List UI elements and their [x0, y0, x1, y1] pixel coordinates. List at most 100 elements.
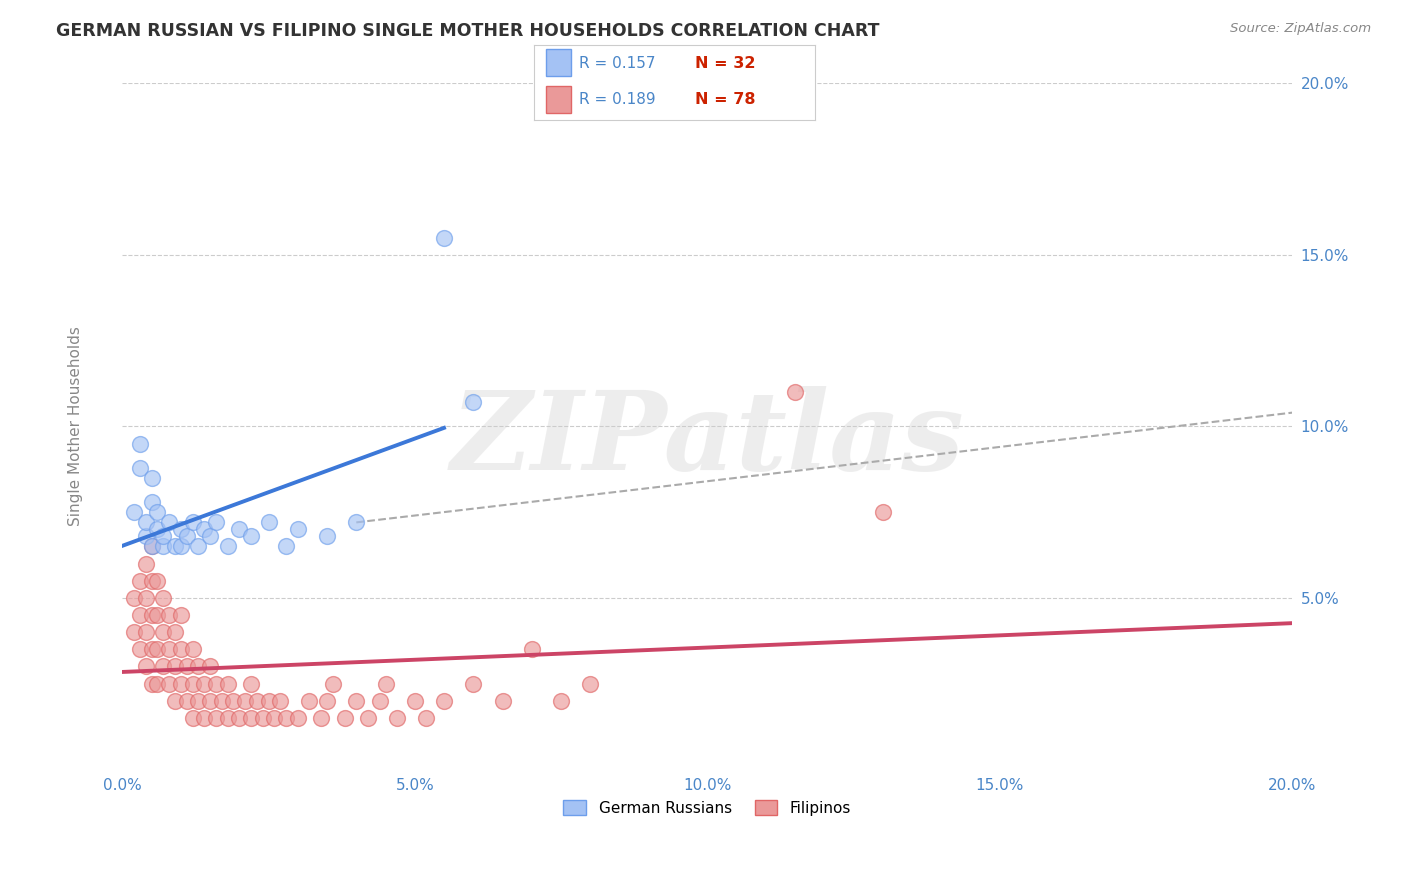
Point [198, 529, 221, 543]
Point [135, 516, 157, 530]
Point [357, 711, 380, 725]
Point [257, 516, 280, 530]
Point [181, 516, 204, 530]
Point [491, 694, 513, 708]
Point [257, 694, 280, 708]
Text: N = 32: N = 32 [695, 56, 755, 71]
Point [233, 694, 256, 708]
Point [141, 495, 163, 509]
Point [122, 505, 145, 519]
Point [146, 522, 169, 536]
Point [872, 505, 894, 519]
Point [141, 540, 163, 554]
Point [433, 231, 456, 245]
Point [146, 607, 169, 622]
Point [287, 522, 309, 536]
Point [128, 574, 150, 588]
Point [309, 711, 332, 725]
Point [152, 659, 174, 673]
Y-axis label: Single Mother Households: Single Mother Households [67, 326, 83, 526]
Point [415, 711, 437, 725]
Point [163, 694, 186, 708]
Point [187, 540, 209, 554]
Point [228, 522, 250, 536]
Point [146, 642, 169, 657]
Point [520, 642, 543, 657]
Point [252, 711, 274, 725]
Point [783, 385, 806, 400]
Point [128, 460, 150, 475]
Point [193, 676, 215, 690]
Point [152, 529, 174, 543]
Text: R = 0.189: R = 0.189 [579, 92, 655, 107]
Point [135, 591, 157, 605]
Point [217, 711, 239, 725]
Point [122, 625, 145, 640]
Point [163, 625, 186, 640]
Point [316, 694, 339, 708]
Point [181, 711, 204, 725]
Point [298, 694, 321, 708]
Point [181, 676, 204, 690]
Point [368, 694, 391, 708]
Point [163, 659, 186, 673]
Point [198, 694, 221, 708]
Point [205, 516, 228, 530]
Text: GERMAN RUSSIAN VS FILIPINO SINGLE MOTHER HOUSEHOLDS CORRELATION CHART: GERMAN RUSSIAN VS FILIPINO SINGLE MOTHER… [56, 22, 880, 40]
Point [157, 676, 180, 690]
Point [157, 516, 180, 530]
Point [152, 625, 174, 640]
Point [344, 694, 367, 708]
Point [135, 625, 157, 640]
Point [463, 395, 485, 409]
Point [205, 711, 228, 725]
Point [211, 694, 233, 708]
Point [176, 694, 198, 708]
Point [198, 659, 221, 673]
Legend: German Russians, Filipinos: German Russians, Filipinos [555, 792, 859, 823]
Point [157, 607, 180, 622]
Point [135, 557, 157, 571]
Point [579, 676, 602, 690]
Point [433, 694, 456, 708]
Point [240, 529, 263, 543]
Point [141, 607, 163, 622]
FancyBboxPatch shape [546, 86, 571, 112]
Point [170, 522, 193, 536]
Point [404, 694, 426, 708]
Point [141, 471, 163, 485]
Point [193, 522, 215, 536]
Point [205, 676, 228, 690]
Point [157, 642, 180, 657]
Point [246, 694, 269, 708]
Point [240, 676, 263, 690]
Point [240, 711, 263, 725]
Point [122, 591, 145, 605]
FancyBboxPatch shape [546, 49, 571, 77]
Point [463, 676, 485, 690]
Point [287, 711, 309, 725]
Point [322, 676, 344, 690]
Point [181, 642, 204, 657]
Point [170, 540, 193, 554]
Point [274, 540, 297, 554]
Point [316, 529, 339, 543]
Point [193, 711, 215, 725]
Point [128, 607, 150, 622]
Point [228, 711, 250, 725]
Point [217, 676, 239, 690]
Point [141, 676, 163, 690]
Point [128, 642, 150, 657]
Point [128, 436, 150, 450]
Point [176, 529, 198, 543]
Point [187, 694, 209, 708]
Text: ZIPatlas: ZIPatlas [450, 386, 965, 494]
Point [222, 694, 245, 708]
Point [274, 711, 297, 725]
Point [387, 711, 409, 725]
Point [146, 505, 169, 519]
Point [170, 607, 193, 622]
Text: N = 78: N = 78 [695, 92, 755, 107]
Text: Source: ZipAtlas.com: Source: ZipAtlas.com [1230, 22, 1371, 36]
Point [152, 591, 174, 605]
